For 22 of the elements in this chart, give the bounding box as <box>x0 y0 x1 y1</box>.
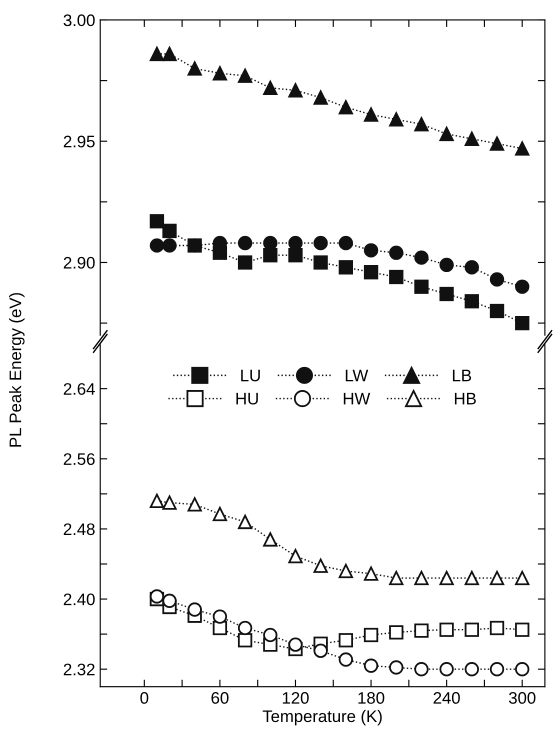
x-tick-label: 120 <box>282 692 309 704</box>
y-tick-label: 3.00 <box>64 14 95 26</box>
y-axis-title: PL Peak Energy (eV) <box>9 293 25 447</box>
y-tick-label: 2.90 <box>64 256 95 269</box>
x-axis-title: Temperature (K) <box>262 710 382 726</box>
legend-label: LW <box>346 370 368 382</box>
y-tick-label: 2.48 <box>64 523 95 536</box>
y-tick-label: 2.56 <box>64 453 95 466</box>
y-tick-label: 2.32 <box>64 664 95 676</box>
legend-label: LB <box>452 370 472 382</box>
y-tick-label: 2.40 <box>64 593 95 606</box>
x-tick-label: 300 <box>508 692 536 704</box>
y-tick-label: 2.95 <box>64 136 95 148</box>
legend-label: HW <box>344 392 370 404</box>
legend-label: HB <box>454 392 476 404</box>
x-tick-label: 0 <box>140 692 148 704</box>
legend-label: HU <box>236 392 258 405</box>
x-tick-label: 240 <box>434 692 460 704</box>
x-tick-label: 60 <box>211 692 229 704</box>
legend-label: LU <box>241 370 260 382</box>
x-tick-label: 180 <box>358 692 384 704</box>
y-tick-label: 2.64 <box>64 383 95 395</box>
